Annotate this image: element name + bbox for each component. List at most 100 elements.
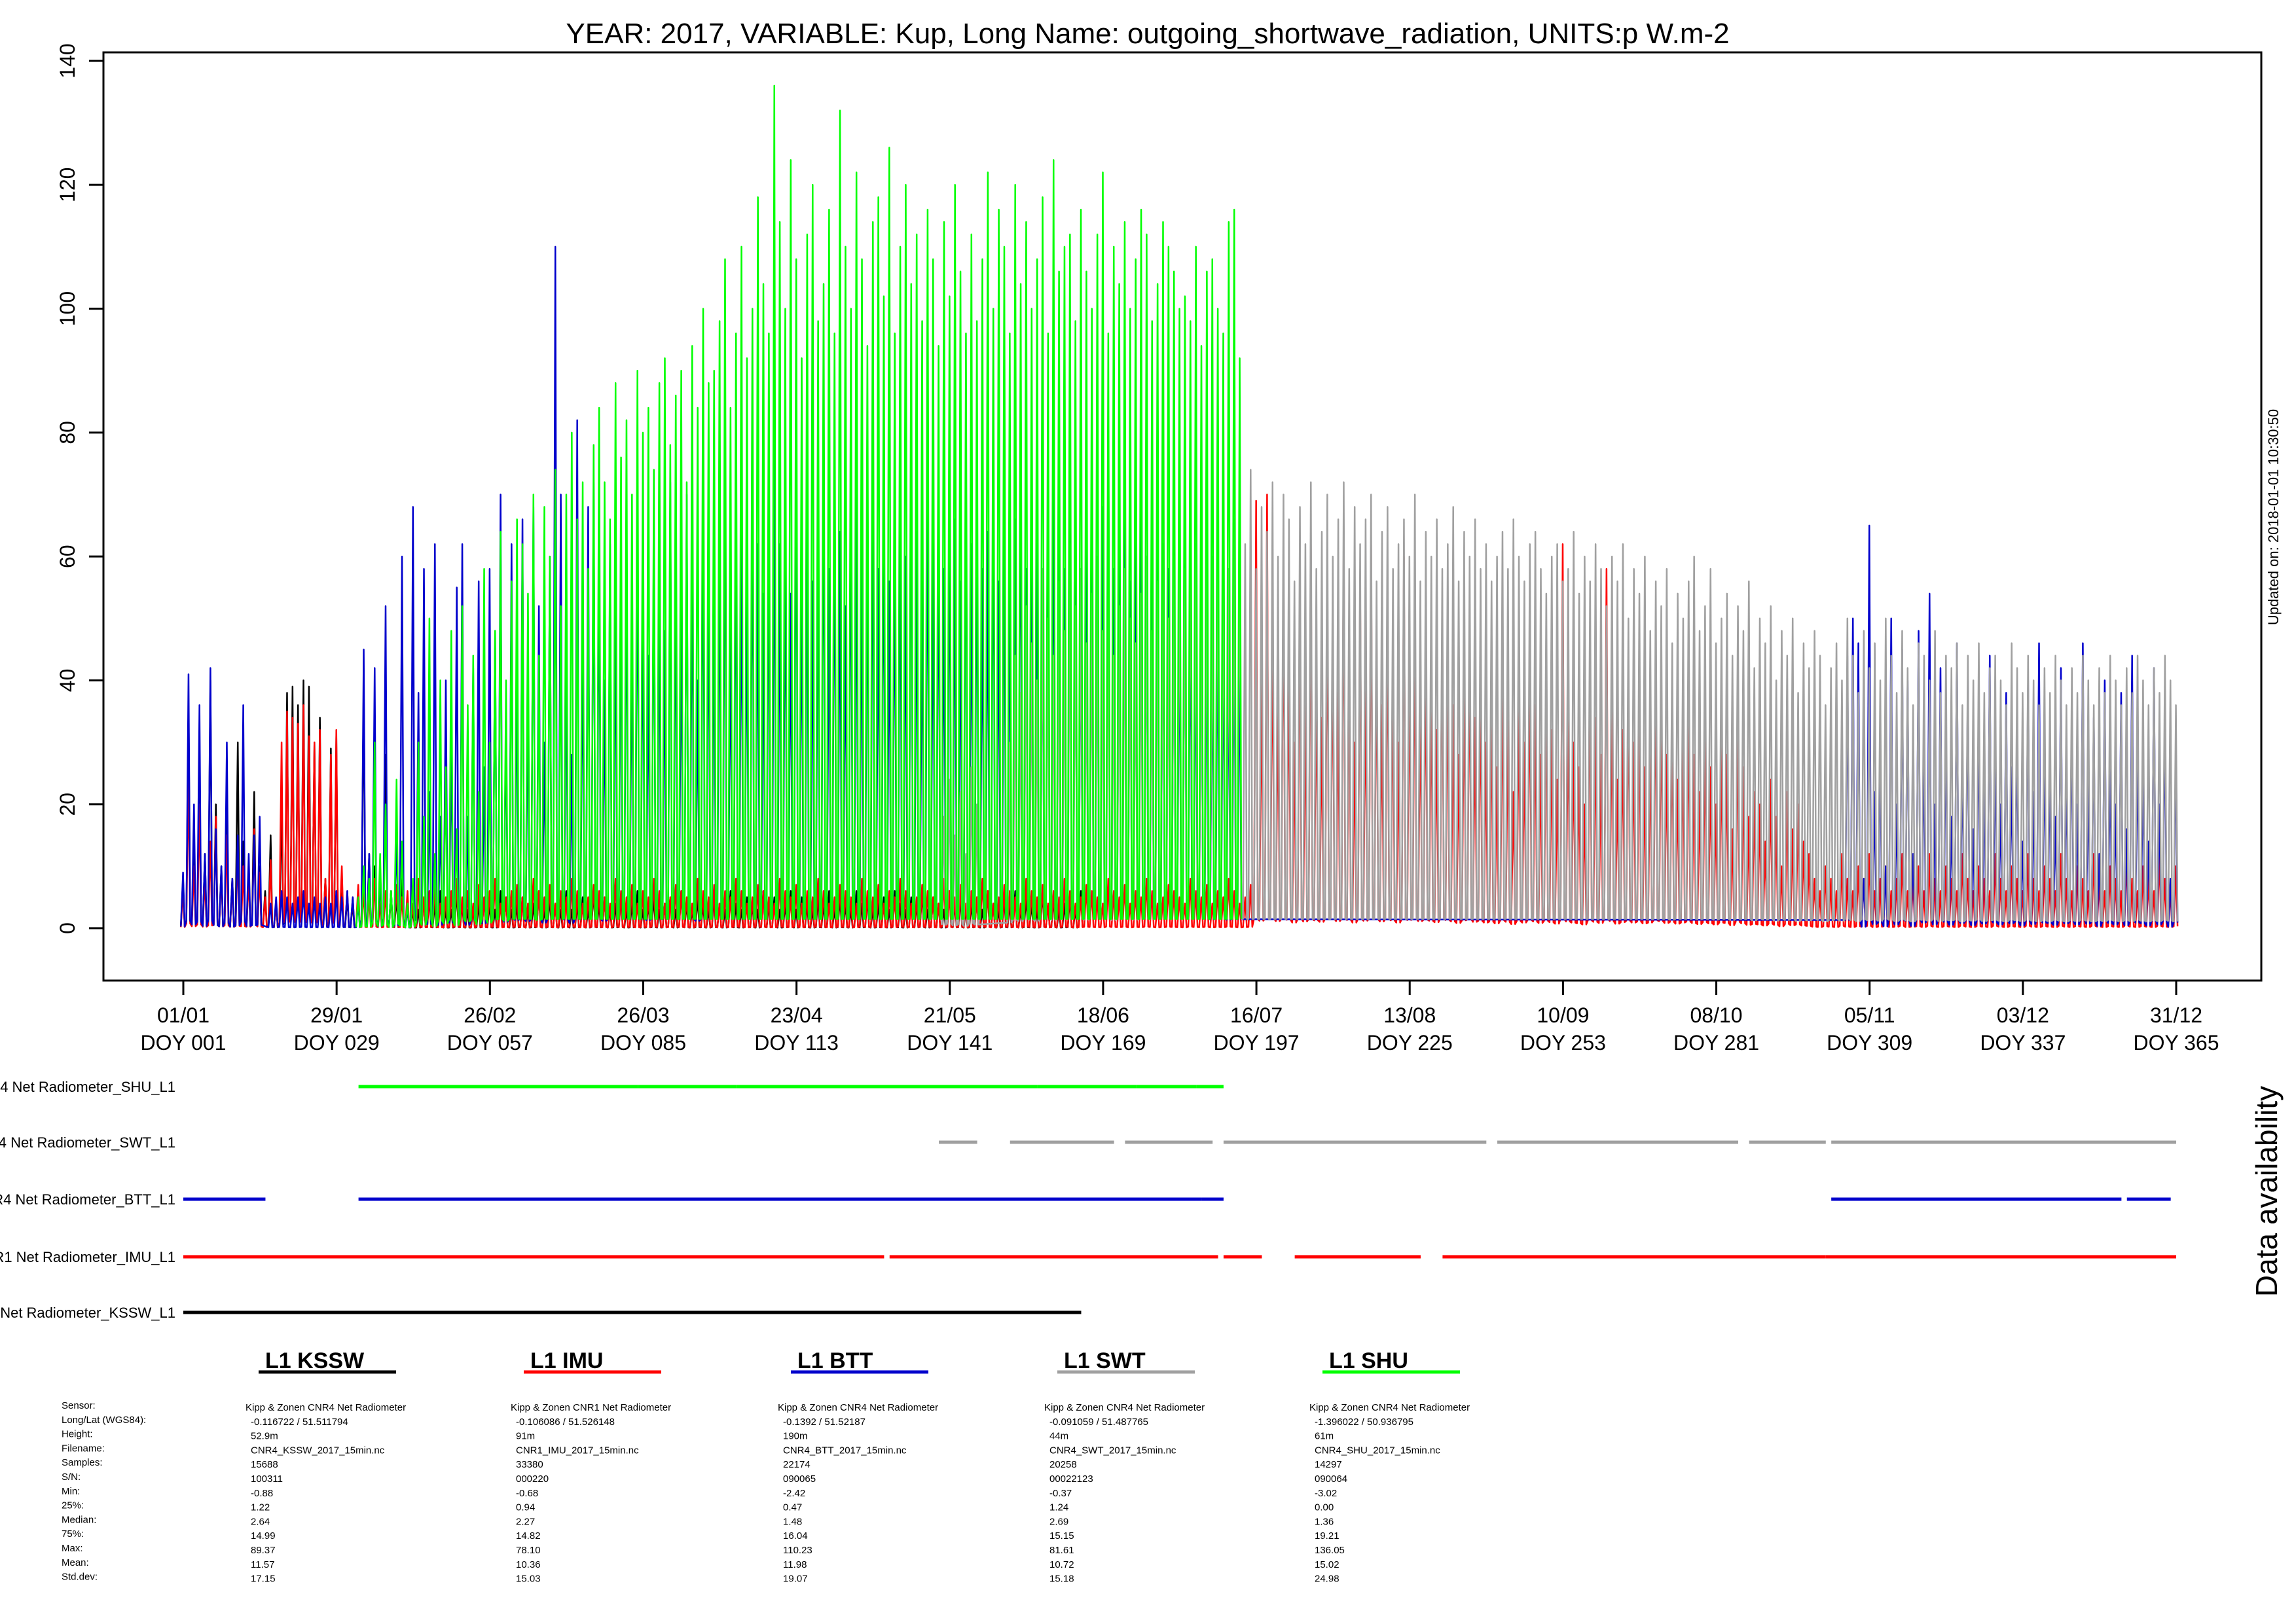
stat-value-0-3: CNR4_KSSW_2017_15min.nc [251, 1445, 385, 1456]
stat-value-0-4: 15688 [251, 1459, 278, 1470]
stat-value-0-6: -0.88 [251, 1488, 273, 1499]
x-tick-date-281: 08/10 [1690, 1003, 1742, 1027]
y-tick-label-140: 140 [56, 43, 79, 78]
legend-title-3: L1 SWT [1064, 1348, 1146, 1373]
y-tick-label-20: 20 [56, 793, 79, 816]
stat-value-4-12: 24.98 [1315, 1574, 1339, 1585]
chart-title: YEAR: 2017, VARIABLE: Kup, Long Name: ou… [566, 18, 1729, 50]
stat-value-4-7: 0.00 [1315, 1502, 1334, 1513]
stat-value-1-0: Kipp & Zonen CNR1 Net Radiometer [511, 1402, 671, 1413]
stat-value-0-9: 14.99 [251, 1530, 276, 1542]
legend-title-4: L1 SHU [1329, 1348, 1408, 1373]
stat-value-3-1: -0.091059 / 51.487765 [1049, 1416, 1148, 1428]
x-tick-date-57: 26/02 [464, 1003, 516, 1027]
stat-value-4-11: 15.02 [1315, 1559, 1339, 1570]
stat-value-4-6: -3.02 [1315, 1488, 1337, 1499]
stat-value-0-8: 2.64 [251, 1516, 270, 1527]
stat-value-3-6: -0.37 [1049, 1488, 1072, 1499]
x-tick-date-365: 31/12 [2150, 1003, 2202, 1027]
stat-value-3-0: Kipp & Zonen CNR4 Net Radiometer [1044, 1402, 1205, 1413]
stat-value-2-0: Kipp & Zonen CNR4 Net Radiometer [778, 1402, 938, 1413]
stat-value-3-3: CNR4_SWT_2017_15min.nc [1049, 1445, 1176, 1456]
x-tick-doy-253: DOY 253 [1520, 1031, 1606, 1055]
availability-label-4: Kipp & Zonen CNR4 Net Radiometer_KSSW_L1 [0, 1305, 175, 1321]
stat-value-4-3: CNR4_SHU_2017_15min.nc [1315, 1445, 1440, 1456]
stat-value-2-9: 16.04 [783, 1530, 808, 1542]
stat-value-0-11: 11.57 [251, 1559, 274, 1570]
stat-value-2-7: 0.47 [783, 1502, 802, 1513]
x-tick-date-225: 13/08 [1383, 1003, 1436, 1027]
x-tick-doy-85: DOY 085 [600, 1031, 686, 1055]
stat-value-3-8: 2.69 [1049, 1516, 1068, 1527]
stat-value-2-11: 11.98 [783, 1559, 807, 1570]
series-line-l1-imu [179, 494, 2179, 929]
stat-row-label-1: Long/Lat (WGS84): [62, 1415, 146, 1426]
stat-value-2-2: 190m [783, 1431, 808, 1442]
stat-value-1-6: -0.68 [516, 1488, 538, 1499]
y-tick-label-0: 0 [56, 922, 79, 934]
x-tick-doy-197: DOY 197 [1214, 1031, 1300, 1055]
series-line-l1-swt [941, 469, 2179, 927]
stat-value-1-5: 000220 [516, 1473, 549, 1485]
stat-value-0-5: 100311 [251, 1473, 283, 1485]
availability-label-0: Kipp & Zonen CNR4 Net Radiometer_SHU_L1 [0, 1079, 175, 1095]
stat-value-4-10: 136.05 [1315, 1545, 1345, 1556]
stat-value-3-12: 15.18 [1049, 1574, 1074, 1585]
x-tick-doy-309: DOY 309 [1827, 1031, 1912, 1055]
legend-title-2: L1 BTT [797, 1348, 873, 1373]
stat-value-4-4: 14297 [1315, 1459, 1342, 1470]
stat-value-2-4: 22174 [783, 1459, 811, 1470]
stat-value-2-3: CNR4_BTT_2017_15min.nc [783, 1445, 907, 1456]
stat-value-1-3: CNR1_IMU_2017_15min.nc [516, 1445, 639, 1456]
stat-row-label-11: Mean: [62, 1557, 89, 1568]
stat-row-label-8: Median: [62, 1514, 96, 1525]
stat-value-1-12: 15.03 [516, 1574, 541, 1585]
updated-label: Updated on: 2018-01-01 10:30:50 [2265, 409, 2282, 625]
legend: L1 KSSW L1 IMU L1 BTT L1 SWT L1 SHU [259, 1348, 1460, 1374]
availability-label-3: Kipp & Zonen CNR1 Net Radiometer_IMU_L1 [0, 1249, 175, 1265]
stat-value-4-2: 61m [1315, 1431, 1334, 1442]
stat-value-1-9: 14.82 [516, 1530, 541, 1542]
y-tick-label-60: 60 [56, 545, 79, 568]
stat-value-0-0: Kipp & Zonen CNR4 Net Radiometer [246, 1402, 406, 1413]
x-tick-doy-169: DOY 169 [1060, 1031, 1146, 1055]
stat-row-label-9: 75%: [62, 1528, 84, 1540]
stat-row-label-3: Filename: [62, 1443, 105, 1454]
stat-value-1-10: 78.10 [516, 1545, 541, 1556]
series-line-l1-shu [355, 84, 1243, 929]
stat-value-2-10: 110.23 [783, 1545, 812, 1556]
stat-value-4-8: 1.36 [1315, 1516, 1334, 1527]
y-tick-label-120: 120 [56, 168, 79, 202]
stat-row-label-12: Std.dev: [62, 1572, 98, 1583]
x-axis: 01/01 DOY 001 29/01 DOY 029 26/02 DOY 057 26/0… [140, 979, 2219, 1055]
stat-value-4-9: 19.21 [1315, 1530, 1339, 1542]
stat-row-label-2: Height: [62, 1429, 93, 1440]
y-axis: 0 20 40 60 80 100 120 140 [56, 43, 105, 934]
x-tick-date-337: 03/12 [1997, 1003, 2049, 1027]
stat-value-0-1: -0.116722 / 51.511794 [251, 1416, 348, 1428]
stat-row-label-10: Max: [62, 1543, 83, 1554]
x-tick-doy-57: DOY 057 [447, 1031, 533, 1055]
stat-value-1-2: 91m [516, 1431, 535, 1442]
x-tick-doy-29: DOY 029 [294, 1031, 380, 1055]
stat-row-label-5: S/N: [62, 1471, 81, 1483]
x-tick-date-253: 10/09 [1537, 1003, 1589, 1027]
stat-value-1-7: 0.94 [516, 1502, 535, 1513]
x-tick-date-1: 01/01 [157, 1003, 210, 1027]
stat-value-2-12: 19.07 [783, 1574, 808, 1585]
stat-value-0-10: 89.37 [251, 1545, 276, 1556]
stat-value-0-7: 1.22 [251, 1502, 270, 1513]
x-tick-doy-225: DOY 225 [1367, 1031, 1453, 1055]
stat-value-4-0: Kipp & Zonen CNR4 Net Radiometer [1309, 1402, 1470, 1413]
x-tick-doy-281: DOY 281 [1673, 1031, 1759, 1055]
legend-title-1: L1 IMU [530, 1348, 603, 1373]
x-tick-date-197: 16/07 [1230, 1003, 1283, 1027]
stat-row-label-7: 25%: [62, 1500, 84, 1511]
availability-title: Data availability [2250, 1086, 2284, 1297]
stat-row-label-4: Samples: [62, 1457, 103, 1468]
x-tick-date-85: 26/03 [617, 1003, 669, 1027]
y-tick-label-40: 40 [56, 669, 79, 693]
x-tick-doy-337: DOY 337 [1980, 1031, 2066, 1055]
stat-value-2-8: 1.48 [783, 1516, 802, 1527]
x-tick-date-309: 05/11 [1844, 1003, 1895, 1027]
